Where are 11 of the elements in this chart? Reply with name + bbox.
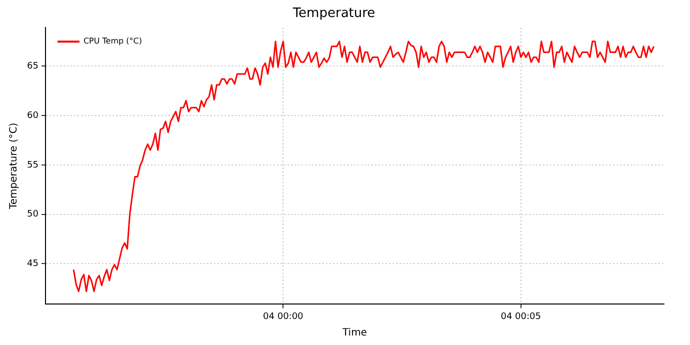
y-tick-label: 45	[27, 259, 38, 270]
x-axis-title: Time	[341, 328, 367, 339]
y-tick-label: 50	[27, 210, 39, 220]
y-tick-label: 55	[27, 160, 38, 170]
legend-label: CPU Temp (°C)	[83, 36, 142, 46]
x-tick-label: 04 00:05	[500, 312, 541, 322]
y-tick-label: 60	[27, 110, 39, 121]
y-tick-label: 65	[27, 61, 38, 72]
chart-title: Temperature	[292, 6, 376, 22]
y-axis-title: Temperature (°C)	[8, 122, 20, 210]
x-tick-label: 04 00:00	[263, 312, 304, 322]
